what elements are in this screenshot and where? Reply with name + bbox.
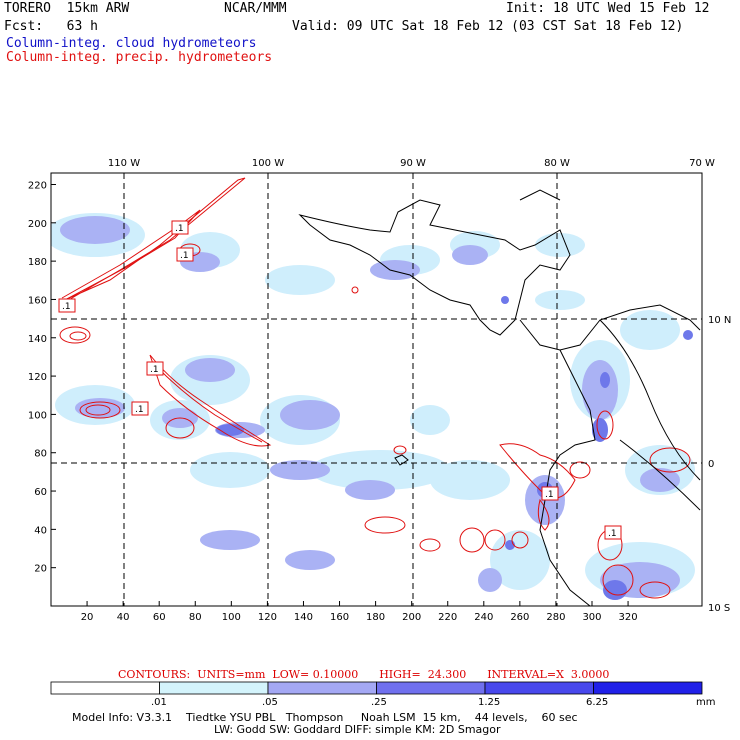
valid-time: Valid: 09 UTC Sat 18 Feb 12 (03 CST Sat …	[292, 19, 684, 34]
colorbar-units: mm	[696, 697, 716, 708]
precip-contours	[59, 177, 691, 599]
x-tick-label: 200	[402, 612, 421, 623]
x-tick-label: 180	[366, 612, 385, 623]
svg-text:.1: .1	[545, 490, 554, 500]
svg-text:.1: .1	[135, 405, 144, 415]
model-info-line2: LW: Godd SW: Goddard DIFF: simple KM: 2D…	[214, 723, 501, 736]
field-precip-title: Column-integ. precip. hydrometeors	[6, 50, 273, 65]
x-tick-label: 280	[546, 612, 565, 623]
colorbar-label: 1.25	[478, 697, 501, 708]
lat-label: 10 S	[708, 603, 730, 614]
y-tick-label: 100	[28, 410, 47, 421]
x-axis-ticks: 20 40 60 80 100 120 140 160 180 200 220 240 260 280 30…	[81, 601, 638, 623]
y-tick-label: 220	[28, 180, 47, 191]
lat-label: 0	[708, 459, 714, 470]
contour-label: .1	[171, 220, 189, 235]
lat-lon-grid	[51, 173, 702, 606]
colorbar-segment	[593, 681, 703, 695]
x-tick-label: 220	[438, 612, 457, 623]
x-tick-label: 320	[619, 612, 638, 623]
colorbar-segment	[267, 681, 377, 695]
y-tick-label: 180	[28, 257, 47, 268]
x-tick-label: 120	[258, 612, 277, 623]
coastlines	[298, 189, 701, 606]
lon-label: 110 W	[108, 158, 140, 169]
colorbar-label: .25	[371, 697, 387, 708]
y-tick-label: 160	[28, 295, 47, 306]
init-time: Init: 18 UTC Wed 15 Feb 12	[506, 1, 710, 16]
x-tick-label: 300	[582, 612, 601, 623]
x-tick-label: 40	[117, 612, 130, 623]
forecast-hour: Fcst: 63 h	[4, 19, 98, 34]
field-cloud-title: Column-integ. cloud hydrometeors	[6, 36, 257, 51]
y-axis-ticks: 20 40 60 80 100 120 140 160 180 200 220	[28, 180, 56, 575]
contour-label: .1	[541, 486, 559, 501]
colorbar-segment	[50, 681, 160, 695]
colorbar	[50, 681, 703, 695]
x-tick-label: 260	[510, 612, 529, 623]
y-tick-label: 80	[34, 449, 47, 460]
model-title: TORERO 15km ARW	[4, 1, 130, 16]
x-tick-label: 100	[222, 612, 241, 623]
svg-text:.1: .1	[150, 365, 159, 375]
y-tick-label: 20	[34, 564, 47, 575]
colorbar-label: .01	[151, 697, 167, 708]
plot-frame	[50, 172, 703, 607]
contour-label: .1	[131, 401, 149, 416]
contour-value-labels: .1 .1 .1 .1 .1 .1 .1	[58, 220, 622, 540]
lon-label: 70 W	[689, 158, 715, 169]
colorbar-label: .05	[262, 697, 278, 708]
y-tick-label: 200	[28, 219, 47, 230]
colorbar-segment	[484, 681, 594, 695]
contour-label: .1	[176, 247, 194, 262]
contour-label: .1	[146, 361, 164, 376]
y-tick-label: 40	[34, 525, 47, 536]
svg-text:.1: .1	[62, 302, 71, 312]
colorbar-segment	[376, 681, 486, 695]
model-info-line1: Model Info: V3.3.1 Tiedtke YSU PBL Thomp…	[72, 711, 578, 724]
lat-label: 10 N	[708, 315, 731, 326]
cloud-shading	[51, 213, 695, 600]
x-tick-label: 80	[189, 612, 202, 623]
svg-text:.1: .1	[180, 251, 189, 261]
x-tick-label: 160	[330, 612, 349, 623]
y-tick-label: 60	[34, 487, 47, 498]
lon-label: 90 W	[400, 158, 426, 169]
lon-label: 80 W	[544, 158, 570, 169]
colorbar-segment	[159, 681, 269, 695]
lon-label: 100 W	[252, 158, 284, 169]
contours-info: CONTOURS: UNITS=mm LOW= 0.10000 HIGH= 24…	[118, 668, 610, 681]
x-tick-label: 240	[474, 612, 493, 623]
contour-label: .1	[604, 525, 622, 540]
x-tick-label: 20	[81, 612, 94, 623]
colorbar-label: 6.25	[586, 697, 609, 708]
svg-text:.1: .1	[175, 224, 184, 234]
center-label: NCAR/MMM	[224, 1, 287, 16]
x-tick-label: 60	[153, 612, 166, 623]
contour-label: .1	[58, 298, 76, 313]
svg-text:.1: .1	[608, 529, 617, 539]
y-tick-label: 140	[28, 334, 47, 345]
x-tick-label: 140	[294, 612, 313, 623]
y-tick-label: 120	[28, 372, 47, 383]
